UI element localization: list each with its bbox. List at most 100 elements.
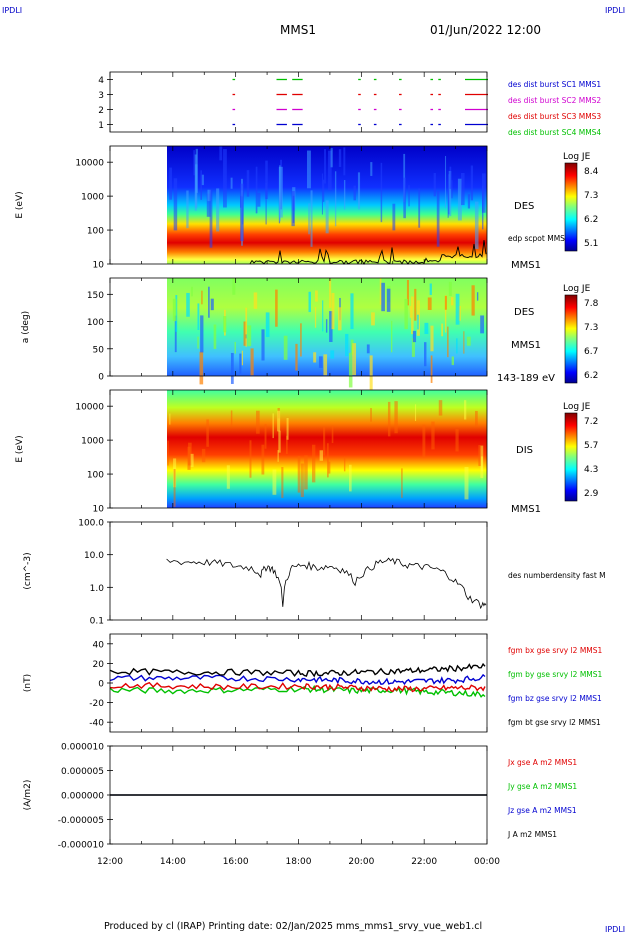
dis-energy-streak xyxy=(480,456,483,472)
des-pitch-ytick-label: 50 xyxy=(93,345,105,355)
des-pitch-streak xyxy=(350,293,354,330)
current-ylabel: (A/m2) xyxy=(23,780,33,811)
spacecraft-title: MMS1 xyxy=(280,23,316,37)
des-pitch-colorbar xyxy=(564,294,578,384)
des-pitch-streak xyxy=(379,278,382,305)
des-pitch-streak xyxy=(331,292,335,330)
des-energy-ytick-label: 1000 xyxy=(81,193,104,203)
des-pitch-streak xyxy=(456,338,458,354)
current-legend-entry: Jy gse A m2 MMS1 xyxy=(507,782,577,791)
des-energy-streak xyxy=(201,174,204,186)
des-pitch-streak xyxy=(369,355,373,392)
current-ytick-label: -0.000010 xyxy=(58,841,104,851)
des-pitch-streak xyxy=(409,306,412,318)
des-energy-streak xyxy=(353,185,356,201)
des-energy-streak xyxy=(207,189,212,202)
des-pitch-energy-band: 143-189 eV xyxy=(497,373,555,384)
dis-energy-streak xyxy=(256,410,260,434)
des-pitch-colorbar-tick: 7.3 xyxy=(584,323,598,333)
des-pitch-colorbar-tick: 7.8 xyxy=(584,299,599,309)
des-energy-colorbar-title: Log JE xyxy=(563,152,591,162)
des-energy-streak xyxy=(310,190,313,247)
dis-energy-streak xyxy=(206,419,209,447)
des-pitch-streak xyxy=(245,338,247,347)
des-pitch-streak xyxy=(230,352,234,384)
dis-energy-streak xyxy=(249,440,252,478)
dis-energy-streak xyxy=(312,444,316,483)
des-pitch-streak xyxy=(232,278,236,295)
dis-energy-streak xyxy=(422,424,426,458)
des-pitch-streak xyxy=(213,324,217,349)
footer-credit: Produced by cl (IRAP) Printing date: 02/… xyxy=(104,921,482,932)
current-legend-entry: Jz gse A m2 MMS1 xyxy=(507,806,577,815)
des-pitch-streak xyxy=(330,350,335,359)
dis-energy-streak xyxy=(300,463,304,497)
dis-energy-streak xyxy=(323,427,326,456)
des-energy-streak xyxy=(255,166,258,214)
des-energy-streak xyxy=(447,189,449,218)
des-pitch-streak xyxy=(199,351,204,385)
burst-legend-entry: des dist burst SC2 MMS2 xyxy=(508,96,601,105)
density-ytick-label: 100.0 xyxy=(78,519,104,529)
dis-energy-streak xyxy=(281,467,284,498)
dis-energy-ytick-label: 100 xyxy=(87,471,104,481)
scpot-label: edp scpot MMS1 xyxy=(508,234,570,243)
current-ytick-label: 0.000000 xyxy=(61,792,104,802)
des-energy-colorbar-tick: 6.2 xyxy=(584,215,598,225)
des-pitch-streak xyxy=(451,356,455,366)
des-pitch-streak xyxy=(201,290,203,305)
datetime-title: 01/Jun/2022 12:00 xyxy=(430,23,541,37)
time-tick-label: 16:00 xyxy=(223,857,249,867)
des-energy-streak xyxy=(240,183,244,242)
des-pitch-streak xyxy=(414,288,417,321)
des-energy-ytick-label: 10 xyxy=(93,261,105,271)
des-pitch-streak xyxy=(322,300,324,332)
dis-energy-streak xyxy=(349,464,352,492)
footer-corner-label: IPDLI xyxy=(605,925,625,934)
bfield-legend-entry: fgm by gse srvy l2 MMS1 xyxy=(508,670,603,679)
dis-energy-streak xyxy=(297,455,301,493)
des-pitch-streak xyxy=(427,297,432,310)
des-energy-streak xyxy=(449,166,452,189)
dis-energy-streak xyxy=(304,455,308,490)
des-pitch-streak xyxy=(313,352,317,363)
des-pitch-streak xyxy=(412,330,417,343)
dis-energy-streak xyxy=(261,444,265,475)
dis-energy-streak xyxy=(173,468,176,507)
panel-bfield-frame xyxy=(109,633,488,733)
dis-energy-streak xyxy=(438,400,443,416)
burst-legend-entry: des dist burst SC1 MMS1 xyxy=(508,80,601,89)
des-energy-streak xyxy=(457,178,462,221)
des-energy-streak xyxy=(370,162,373,176)
des-pitch-streak xyxy=(406,279,409,306)
burst-ytick-label: 3 xyxy=(98,91,104,101)
dis-energy-colorbar-tick: 7.2 xyxy=(584,417,598,427)
des-pitch-streak xyxy=(200,315,204,353)
des-pitch-streak xyxy=(366,344,370,354)
dis-energy-streak xyxy=(278,430,281,453)
dis-energy-streak xyxy=(455,429,459,452)
des-energy-streak xyxy=(461,172,465,206)
dis-energy-ytick-label: 1000 xyxy=(81,437,104,447)
dis-energy-ylabel: E (eV) xyxy=(15,435,25,462)
des-pitch-streak xyxy=(329,278,332,308)
des-energy-streak xyxy=(474,201,479,249)
des-pitch-instrument: DES xyxy=(514,307,534,318)
des-energy-streak xyxy=(195,164,198,208)
des-energy-streak xyxy=(338,149,342,167)
des-pitch-streak xyxy=(471,285,475,316)
des-pitch-streak xyxy=(234,341,236,354)
dis-energy-colorbar-tick: 5.7 xyxy=(584,441,598,451)
density-legend: des numberdensity fast M xyxy=(508,571,606,580)
dis-energy-ytick-label: 10 xyxy=(93,505,105,515)
des-pitch-streak xyxy=(338,307,342,331)
des-energy-streak xyxy=(219,146,223,161)
des-energy-streak xyxy=(173,178,178,231)
density-ylabel: (cm^-3) xyxy=(23,552,33,589)
des-pitch-streak xyxy=(243,321,247,346)
bfield-ylabel: (nT) xyxy=(23,674,33,692)
dis-energy-ytick-label: 10000 xyxy=(75,403,104,413)
des-pitch-streak xyxy=(191,286,193,297)
des-pitch-streak xyxy=(424,322,429,334)
dis-energy-streak xyxy=(464,466,469,500)
